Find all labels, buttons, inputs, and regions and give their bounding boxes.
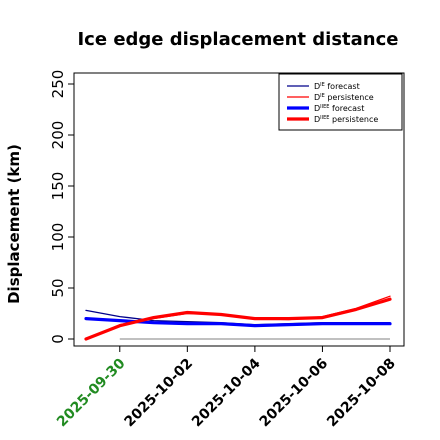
legend-entry: DIE forecast xyxy=(314,82,360,91)
legend-entry: DIIEE persistence xyxy=(314,115,378,124)
plot-frame xyxy=(73,72,405,347)
y-tick-label: 200 xyxy=(49,121,67,150)
legend-entry-superscript: IE xyxy=(320,93,325,99)
y-tick-label: 150 xyxy=(49,172,67,201)
legend-entry: DIE persistence xyxy=(314,93,374,102)
series-layer xyxy=(84,295,392,341)
legend-entry-label: persistence xyxy=(325,93,374,102)
legend-entry-base: D xyxy=(314,115,320,124)
legend-entry-label: forecast xyxy=(325,82,360,91)
x-tick-label: 2025-10-08 xyxy=(324,356,399,431)
legend-entry: DIIEE forecast xyxy=(314,104,364,113)
legend-entry-base: D xyxy=(314,82,320,91)
series-line xyxy=(84,297,392,341)
y-tick-label: 0 xyxy=(49,334,67,344)
y-tick-label: 50 xyxy=(49,278,67,297)
y-axis: 0 50 100 150 200 250 xyxy=(49,70,74,344)
legend-entry-label: persistence xyxy=(329,115,378,124)
legend-entry-superscript: IE xyxy=(320,82,325,88)
legend-entry-superscript: IIEE xyxy=(320,115,329,121)
y-tick-label: 250 xyxy=(49,70,67,99)
x-tick-label: 2025-10-04 xyxy=(189,355,264,430)
x-tick-label: 2025-10-06 xyxy=(257,356,332,431)
y-tick-label: 100 xyxy=(49,223,67,252)
chart-title: Ice edge displacement distance xyxy=(77,29,398,50)
y-axis-label: Displacement (km) xyxy=(5,144,23,304)
x-tick-label: 2025-10-02 xyxy=(122,356,197,431)
legend-entry-base: D xyxy=(314,93,320,102)
x-axis: 2025-09-302025-10-022025-10-042025-10-06… xyxy=(54,346,399,430)
legend-box xyxy=(278,73,403,131)
legend-entry-label: forecast xyxy=(329,104,364,113)
x-tick-label: 2025-09-30 xyxy=(54,355,129,430)
legend-entry-base: D xyxy=(314,104,320,113)
legend-entry-superscript: IIEE xyxy=(320,104,329,110)
